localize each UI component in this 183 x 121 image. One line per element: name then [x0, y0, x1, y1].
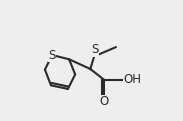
Text: O: O	[100, 95, 109, 108]
Text: OH: OH	[124, 73, 142, 86]
Text: S: S	[92, 43, 99, 56]
Text: S: S	[48, 49, 56, 62]
